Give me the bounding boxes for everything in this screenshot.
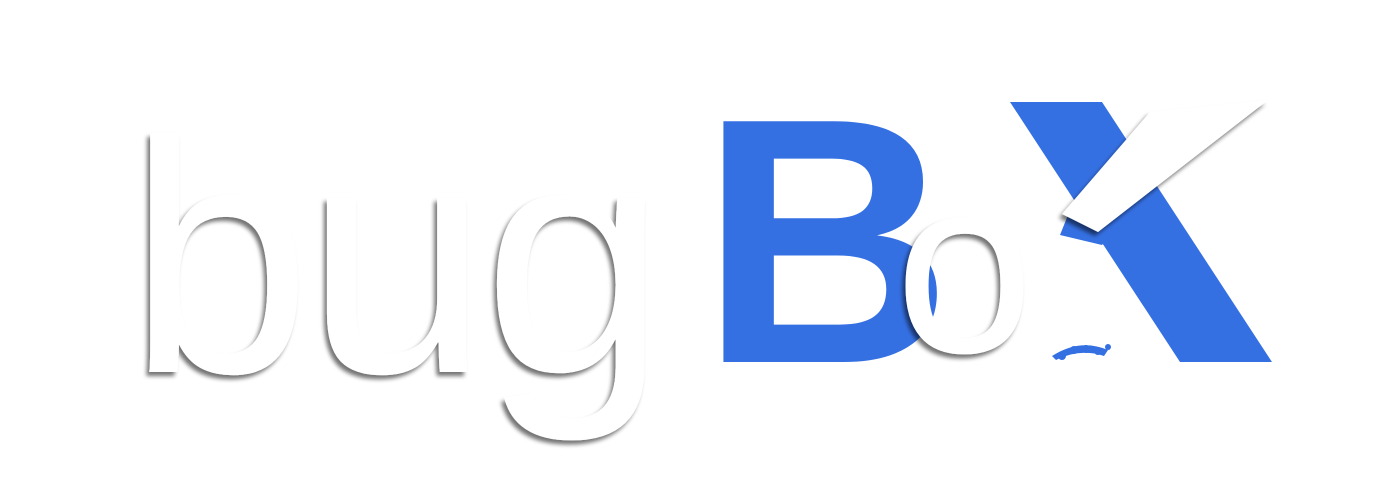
bug-feet-icon [1052, 344, 1111, 360]
x-white-slash [1062, 100, 1268, 232]
logo-word-bug: bug [128, 73, 661, 444]
logo-letter-o: o [895, 126, 1034, 405]
logo-letter-b: B [700, 46, 953, 437]
x-stroke-main [1010, 102, 1272, 362]
